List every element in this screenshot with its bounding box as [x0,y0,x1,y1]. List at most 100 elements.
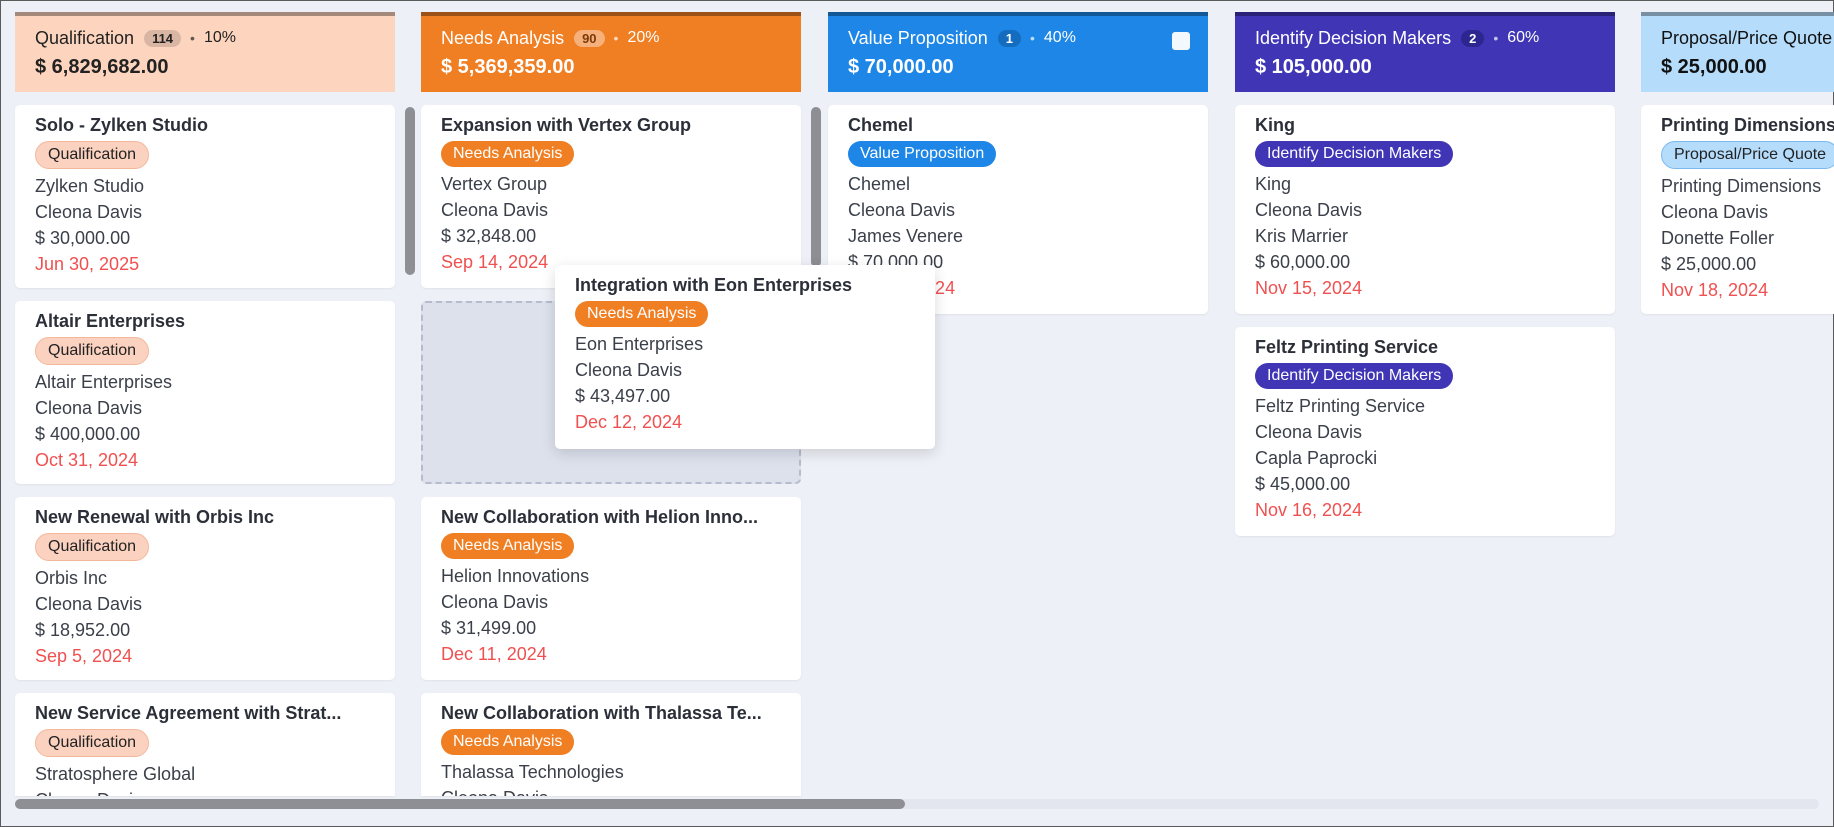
column-scrollbar[interactable] [811,107,821,267]
closing-date: Oct 31, 2024 [35,450,139,470]
deal-count-badge: 114 [144,29,182,47]
column-total-amount: $ 25,000.00 [1661,56,1767,78]
stage-badge: Needs Analysis [441,729,575,755]
stage-badge: Value Proposition [848,141,997,167]
owner-name: Cleona Davis [575,360,683,380]
stage-badge: Proposal/Price Quote [1661,141,1834,169]
column-header[interactable]: Qualification 114 • 10% $ 6,829,682.00 [15,12,395,92]
deal-card[interactable]: New Collaboration with Helion Inno... Ne… [421,497,801,680]
deal-title[interactable]: Expansion with Vertex Group [441,115,692,135]
owner-name: Cleona Davis [441,200,549,220]
separator-dot: • [1030,30,1035,46]
deal-amount: $ 31,499.00 [441,618,537,638]
column-title: Value Proposition [848,27,988,48]
column-header[interactable]: Value Proposition 1 • 40% $ 70,000.00 [828,12,1208,92]
deal-title[interactable]: Printing Dimensions [1661,115,1834,135]
deal-title[interactable]: Integration with Eon Enterprises [575,275,853,295]
stage-badge: Qualification [35,141,150,169]
deal-card[interactable]: Feltz Printing Service Identify Decision… [1235,327,1615,536]
column-identify-decision-makers: Identify Decision Makers 2 • 60% $ 105,0… [1235,12,1615,92]
column-title: Identify Decision Makers [1255,27,1452,48]
deal-amount: $ 400,000.00 [35,424,141,444]
deal-count-badge: 2 [1461,29,1485,47]
account-name: Vertex Group [441,174,548,194]
deal-card[interactable]: New Service Agreement with Strat... Qual… [15,693,395,796]
closing-date: Sep 5, 2024 [35,646,133,666]
deal-card[interactable]: Expansion with Vertex Group Needs Analys… [421,105,801,288]
account-name: Chemel [848,174,911,194]
owner-name: Cleona Davis [1255,200,1363,220]
column-scrollbar[interactable] [405,107,415,275]
account-name: Zylken Studio [35,176,145,196]
deal-amount: $ 43,497.00 [575,386,671,406]
deal-amount: $ 45,000.00 [1255,474,1351,494]
select-column-checkbox[interactable] [1172,32,1190,50]
owner-name: Cleona Davis [35,202,143,222]
deal-title[interactable]: Feltz Printing Service [1255,337,1439,357]
deal-amount: $ 25,000.00 [1661,254,1757,274]
deal-title[interactable]: New Collaboration with Thalassa Te... [441,703,762,723]
separator-dot: • [613,30,619,46]
deal-card[interactable]: Printing Dimensions Proposal/Price Quote… [1641,105,1834,314]
deal-card[interactable]: New Collaboration with Thalassa Te... Ne… [421,693,801,796]
horizontal-scrollbar-track[interactable] [15,799,1819,809]
deal-title[interactable]: Solo - Zylken Studio [35,115,209,135]
owner-name: Cleona Davis [35,787,375,796]
deal-title[interactable]: New Service Agreement with Strat... [35,703,342,723]
account-name: Thalassa Technologies [441,762,624,782]
owner-name: Cleona Davis [441,592,549,612]
column-title: Proposal/Price Quote [1661,27,1833,48]
closing-date: Dec 12, 2024 [575,412,683,432]
contact-name: Donette Foller [1661,228,1775,248]
stage-badge: Needs Analysis [441,533,575,559]
account-name: Feltz Printing Service [1255,396,1426,416]
column-total-amount: $ 105,000.00 [1255,56,1372,78]
deal-card[interactable]: Altair Enterprises Qualification Altair … [15,301,395,484]
separator-dot: • [190,30,195,46]
column-title: Needs Analysis [441,27,565,48]
column-value-proposition: Value Proposition 1 • 40% $ 70,000.00 [828,12,1208,92]
horizontal-scrollbar-thumb[interactable] [15,799,905,809]
closing-date: Sep 14, 2024 [441,252,549,272]
column-header[interactable]: Needs Analysis 90 • 20% $ 5,369,359.00 [421,12,801,92]
deal-title[interactable]: New Renewal with Orbis Inc [35,507,275,527]
deal-card[interactable]: Chemel Value Proposition Chemel Cleona D… [828,105,1208,314]
deal-amount: $ 18,952.00 [35,620,131,640]
contact-name: Capla Paprocki [1255,448,1378,468]
stage-badge: Identify Decision Makers [1255,141,1454,167]
column-header[interactable]: Identify Decision Makers 2 • 60% $ 105,0… [1235,12,1615,92]
account-name: Printing Dimensions [1661,176,1822,196]
account-name: Eon Enterprises [575,334,704,354]
column-qualification: Qualification 114 • 10% $ 6,829,682.00 [15,12,395,92]
deal-card[interactable]: King Identify Decision Makers King Cleon… [1235,105,1615,314]
stage-badge: Needs Analysis [441,141,575,167]
deal-amount: $ 60,000.00 [1255,252,1351,272]
probability-percent: 10% [203,29,236,46]
account-name: Helion Innovations [441,566,590,586]
deal-card[interactable]: Solo - Zylken Studio Qualification Zylke… [15,105,395,288]
column-proposal-price-quote: Proposal/Price Quote $ 25,000.00 [1641,12,1834,92]
column-header[interactable]: Proposal/Price Quote $ 25,000.00 [1641,12,1834,92]
deal-count-badge: 1 [997,29,1021,47]
owner-name: Cleona Davis [1661,202,1769,222]
column-total-amount: $ 70,000.00 [848,56,954,78]
deal-card[interactable]: New Renewal with Orbis Inc Qualification… [15,497,395,680]
column-total-amount: $ 6,829,682.00 [35,56,169,78]
column-needs-analysis: Needs Analysis 90 • 20% $ 5,369,359.00 [421,12,801,92]
deal-title[interactable]: King [1255,115,1295,135]
closing-date: Dec 11, 2024 [441,644,547,664]
probability-percent: 40% [1043,29,1076,46]
separator-dot: • [1493,30,1499,46]
closing-date: Nov 16, 2024 [1255,500,1363,520]
stage-badge: Qualification [35,533,150,561]
owner-name: Cleona Davis [848,200,956,220]
owner-name: Cleona Davis [35,398,143,418]
deal-title[interactable]: Altair Enterprises [35,311,186,331]
stage-badge: Qualification [35,729,150,757]
dragging-deal-card[interactable]: Integration with Eon Enterprises Needs A… [555,265,935,449]
deal-title[interactable]: Chemel [848,115,914,135]
column-total-amount: $ 5,369,359.00 [441,56,575,78]
deal-count-badge: 90 [574,29,605,47]
account-name: Stratosphere Global [35,764,196,784]
deal-title[interactable]: New Collaboration with Helion Inno... [441,507,758,527]
